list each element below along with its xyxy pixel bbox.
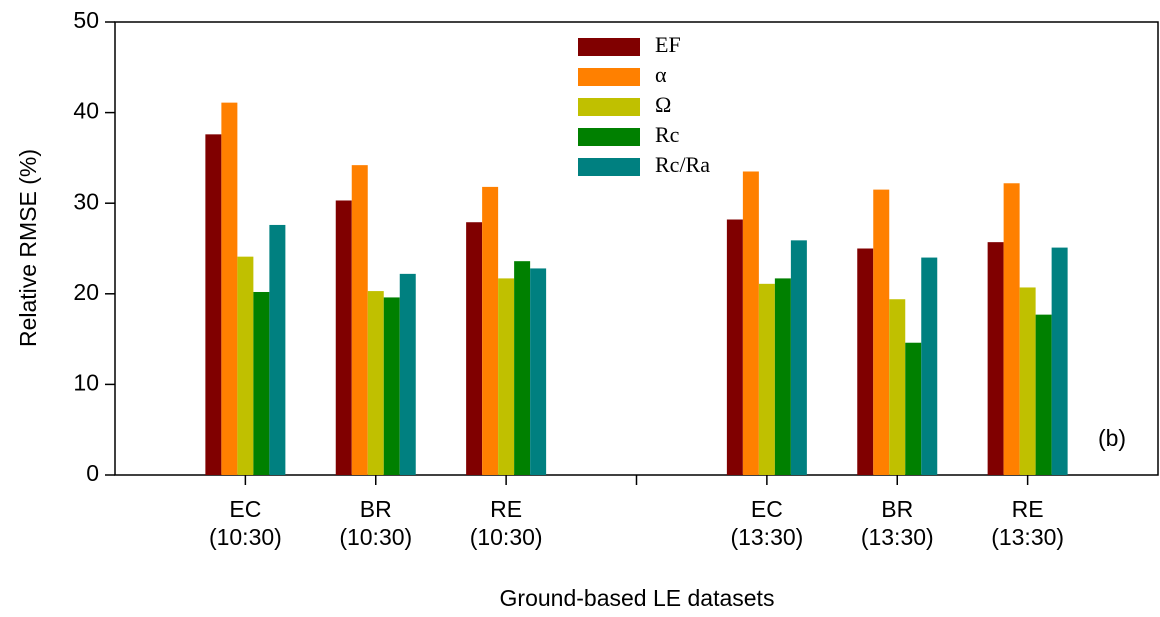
bar bbox=[530, 268, 547, 475]
legend-swatch bbox=[578, 158, 640, 176]
bar bbox=[269, 224, 286, 475]
bar bbox=[790, 240, 807, 475]
bar bbox=[466, 222, 483, 475]
legend-label: EF bbox=[655, 32, 681, 57]
bar bbox=[726, 219, 743, 475]
legend-swatch bbox=[578, 98, 640, 116]
bar bbox=[758, 283, 775, 475]
bar bbox=[889, 299, 906, 475]
bar bbox=[774, 278, 791, 475]
x-tick-label: RE (10:30) bbox=[469, 496, 543, 550]
bar bbox=[1035, 314, 1052, 475]
y-tick-label: 40 bbox=[73, 98, 99, 124]
legend-swatch bbox=[578, 128, 640, 146]
bar bbox=[367, 291, 384, 475]
y-tick-label: 0 bbox=[86, 460, 99, 486]
x-tick-label: BR (13:30) bbox=[860, 496, 934, 550]
bar bbox=[873, 189, 890, 476]
bar bbox=[857, 248, 874, 475]
x-axis-label: Ground-based LE datasets bbox=[500, 585, 775, 611]
legend-swatch bbox=[578, 38, 640, 56]
y-tick-label: 10 bbox=[73, 369, 99, 395]
bar bbox=[905, 342, 922, 475]
annotation: (b) bbox=[1098, 425, 1126, 451]
bar bbox=[253, 291, 270, 475]
bar bbox=[351, 165, 368, 475]
y-tick-label: 20 bbox=[73, 279, 99, 305]
x-tick-label: EC (10:30) bbox=[208, 496, 282, 550]
y-axis-label: Relative RMSE (%) bbox=[15, 149, 41, 347]
bar bbox=[1003, 183, 1020, 475]
bar bbox=[1019, 287, 1036, 475]
bar bbox=[221, 102, 238, 475]
bar bbox=[498, 278, 515, 475]
bar bbox=[237, 256, 254, 475]
bar bbox=[1051, 247, 1068, 475]
bar bbox=[205, 134, 222, 475]
bar bbox=[383, 297, 400, 475]
bar bbox=[482, 186, 499, 475]
bar bbox=[335, 200, 352, 475]
y-tick-label: 50 bbox=[73, 7, 99, 33]
y-tick-label: 30 bbox=[73, 188, 99, 214]
bar bbox=[399, 273, 416, 475]
legend-label: Rc bbox=[655, 122, 680, 147]
legend-swatch bbox=[578, 68, 640, 86]
bar bbox=[514, 261, 531, 475]
legend-label: Rc/Ra bbox=[655, 152, 710, 177]
x-tick-label: BR (10:30) bbox=[339, 496, 413, 550]
legend-label: α bbox=[655, 62, 667, 87]
bar bbox=[921, 257, 938, 475]
legend-label: Ω bbox=[655, 92, 671, 117]
x-tick-label: RE (13:30) bbox=[991, 496, 1065, 550]
bar bbox=[987, 242, 1004, 475]
bar bbox=[742, 171, 759, 476]
x-tick-label: EC (13:30) bbox=[730, 496, 804, 550]
